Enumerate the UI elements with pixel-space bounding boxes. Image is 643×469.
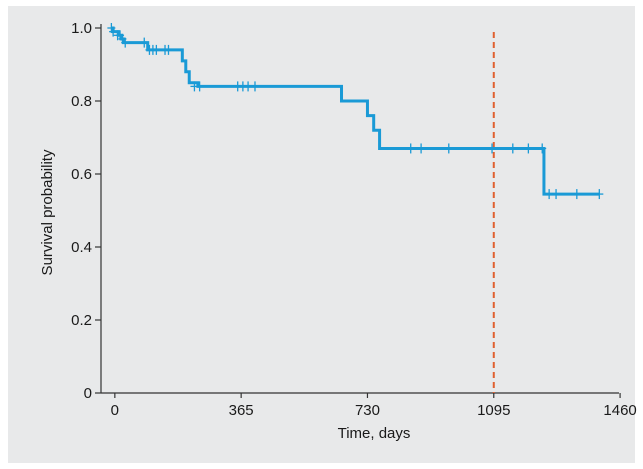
x-tick-label: 0 bbox=[111, 402, 119, 419]
censor-mark bbox=[195, 81, 204, 92]
censor-mark bbox=[595, 189, 604, 200]
censor-mark bbox=[152, 44, 161, 55]
censor-mark bbox=[488, 143, 497, 154]
x-axis-label: Time, days bbox=[338, 425, 411, 442]
censor-mark bbox=[508, 143, 517, 154]
censor-mark bbox=[109, 26, 118, 37]
censor-mark bbox=[545, 189, 554, 200]
y-tick-label: 0.8 bbox=[71, 93, 92, 110]
censor-mark bbox=[417, 143, 426, 154]
series-group bbox=[107, 23, 604, 200]
y-tick-label: 0.2 bbox=[71, 312, 92, 329]
x-tick-label: 1460 bbox=[603, 402, 636, 419]
censor-mark bbox=[244, 81, 253, 92]
censor-mark bbox=[406, 143, 415, 154]
censor-mark bbox=[121, 37, 130, 48]
x-tick-label: 730 bbox=[355, 402, 380, 419]
x-tick-label: 365 bbox=[229, 402, 254, 419]
censor-mark bbox=[164, 44, 173, 55]
y-tick-label: 0.4 bbox=[71, 239, 92, 256]
censor-mark bbox=[572, 189, 581, 200]
censor-mark bbox=[250, 81, 259, 92]
y-tick-label: 0 bbox=[84, 385, 92, 402]
y-tick-label: 1.0 bbox=[71, 20, 92, 37]
censor-mark bbox=[552, 189, 561, 200]
censor-mark bbox=[524, 143, 533, 154]
censor-mark bbox=[140, 37, 149, 48]
y-tick-label: 0.6 bbox=[71, 166, 92, 183]
ticks: 0 0.2 0.4 0.6 0.8 1.0 0 365 730 1095 1460 bbox=[71, 20, 637, 419]
survival-curve bbox=[111, 26, 600, 196]
chart-panel bbox=[8, 6, 635, 463]
y-axis-label: Survival probability bbox=[39, 149, 56, 275]
x-tick-label: 1095 bbox=[477, 402, 510, 419]
axes bbox=[100, 24, 619, 394]
censor-mark bbox=[444, 143, 453, 154]
censor-mark bbox=[538, 143, 547, 154]
